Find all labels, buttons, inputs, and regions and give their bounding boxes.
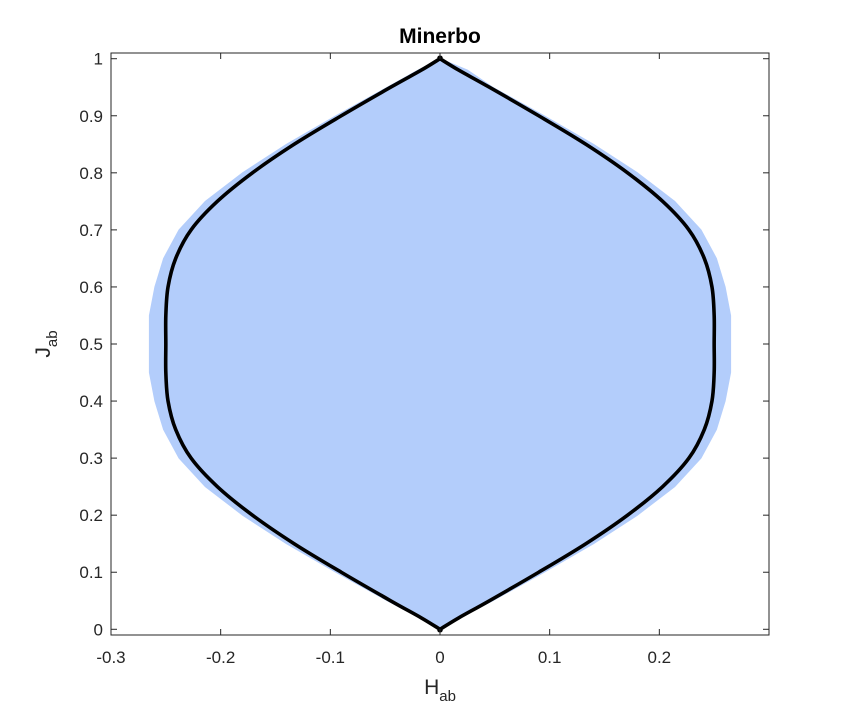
x-axis-ticks: -0.3 -0.2 -0.1 0 0.1 0.2	[96, 53, 671, 667]
y-tick-label: 0.5	[79, 335, 103, 354]
x-tick-label: -0.1	[316, 648, 345, 667]
x-tick-label: 0.1	[538, 648, 562, 667]
y-tick-label: 0.1	[79, 563, 103, 582]
y-axis-ticks: 0 0.1 0.2 0.3 0.4 0.5 0.6 0.7 0.8 0.9 1	[79, 50, 769, 639]
y-axis-label-sub: ab	[44, 330, 61, 347]
y-tick-label: 0.4	[79, 392, 103, 411]
y-tick-label: 0.9	[79, 107, 103, 126]
y-tick-label: 1	[94, 50, 103, 69]
x-tick-label: 0.2	[648, 648, 672, 667]
chart-title: Minerbo	[399, 25, 481, 48]
y-tick-label: 0.6	[79, 278, 103, 297]
x-axis-label: Hab	[424, 676, 456, 705]
y-tick-label: 0.7	[79, 221, 103, 240]
x-axis-label-main: H	[424, 676, 439, 699]
y-tick-label: 0.2	[79, 506, 103, 525]
y-axis-label: Jab	[32, 330, 61, 357]
x-axis-label-sub: ab	[439, 688, 456, 705]
y-tick-label: 0.8	[79, 164, 103, 183]
y-tick-label: 0	[94, 620, 103, 639]
y-axis-label-main: J	[32, 347, 55, 358]
x-tick-label: 0	[435, 648, 444, 667]
x-tick-label: -0.3	[96, 648, 125, 667]
y-tick-label: 0.3	[79, 449, 103, 468]
x-tick-label: -0.2	[206, 648, 235, 667]
